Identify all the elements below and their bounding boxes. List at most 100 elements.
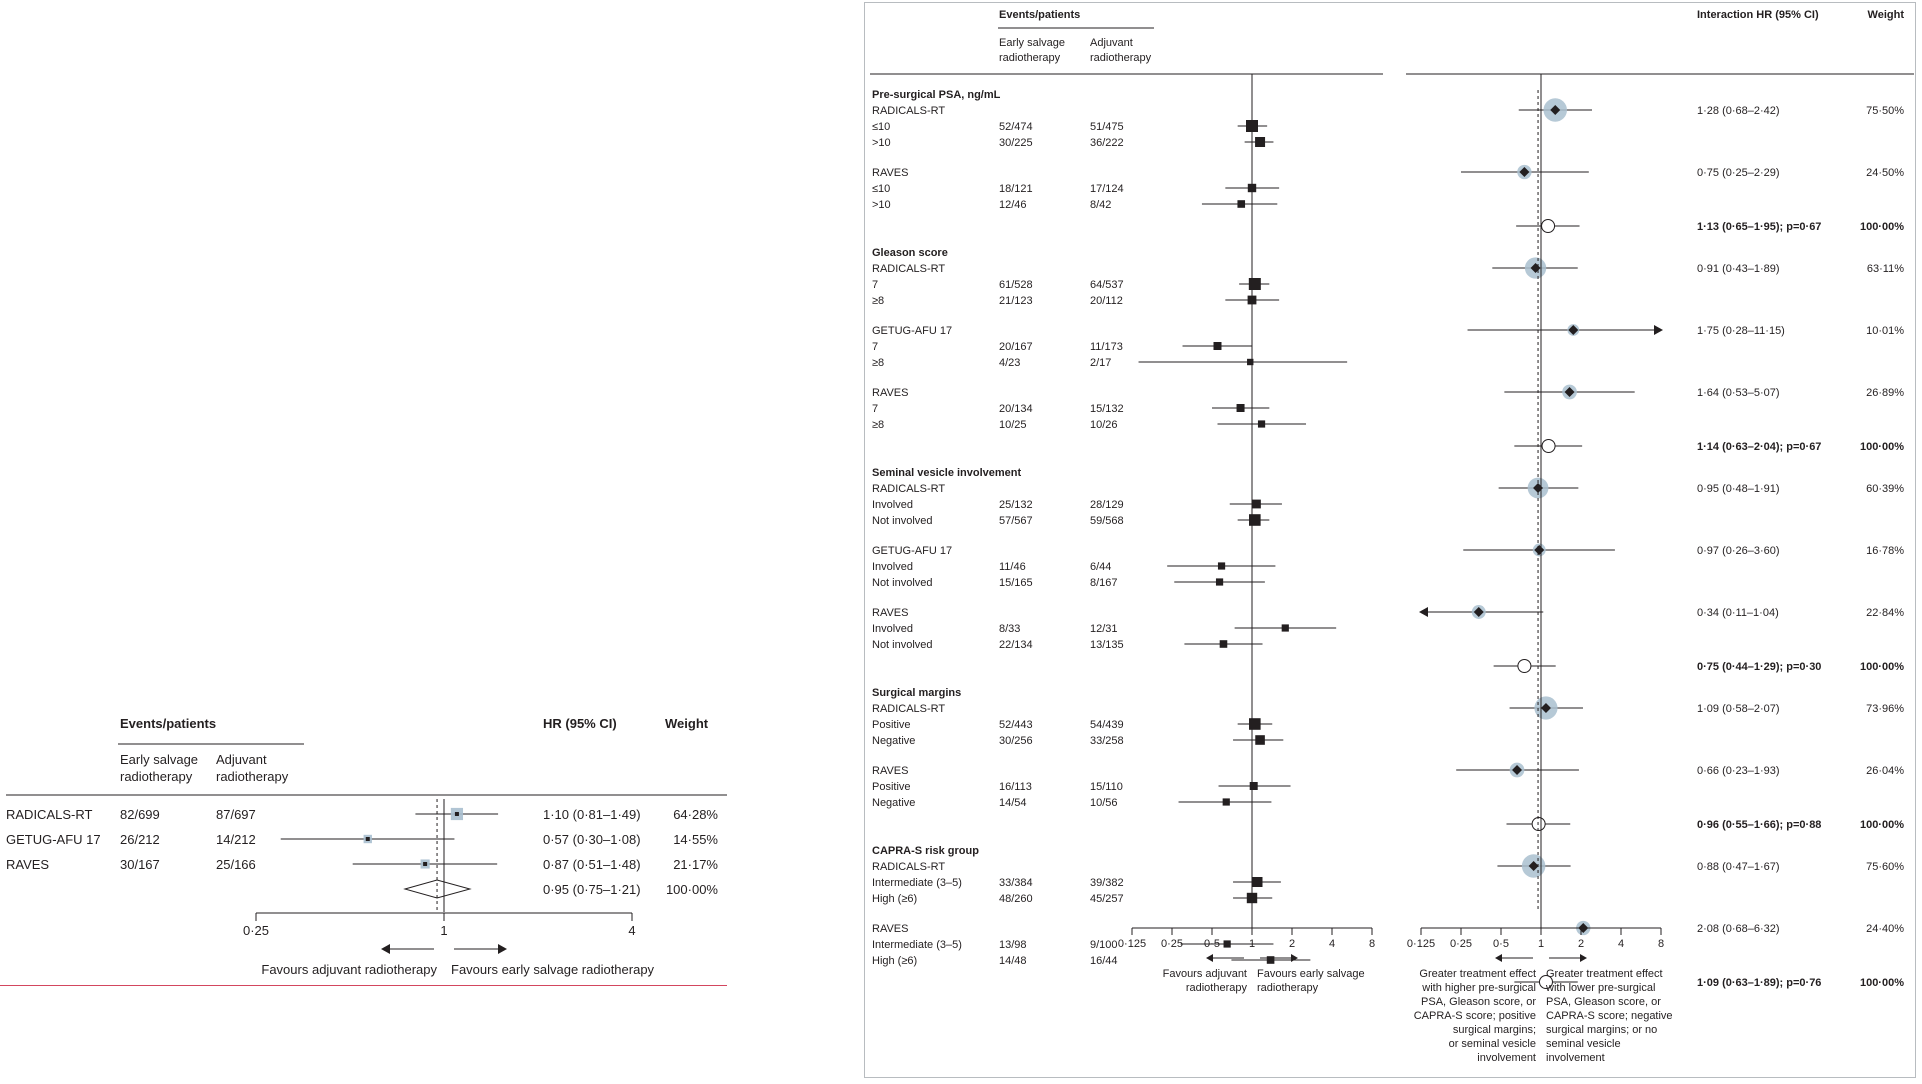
subgroup-level-label: 7 [872, 403, 878, 415]
pooled-weight-text: 100·00% [666, 882, 718, 897]
interaction-weight-text: 24·50% [1866, 167, 1904, 179]
left-forest-x-axis-tick-label: 2 [1289, 938, 1295, 950]
greater-effect-lower-label: CAPRA-S score; negative [1546, 1010, 1673, 1022]
subgroup-hr-box [1247, 358, 1254, 366]
greater-effect-higher-label: involvement [1477, 1052, 1536, 1064]
greater-effect-higher-label: Greater treatment effect [1419, 968, 1536, 980]
subgroup-title: CAPRA-S risk group [872, 845, 979, 857]
adjuvant-events-value: 20/112 [1090, 295, 1123, 307]
interaction-hr-text: 0·97 (0·26–3·60) [1697, 545, 1780, 557]
interaction-weight-text: 16·78% [1866, 545, 1904, 557]
favours-early-salvage-label: Favours early salvage radiotherapy [451, 962, 655, 977]
adjuvant-events-value: 59/568 [1090, 515, 1124, 527]
subgroup-level-label: >10 [872, 199, 891, 211]
adjuvant-events-value: 51/475 [1090, 121, 1124, 133]
hr-ci-header: HR (95% CI) [543, 716, 617, 731]
early-events-value: 30/167 [120, 857, 160, 872]
favours-left-arrowhead [381, 944, 390, 954]
adjuvant-events-value: 10/26 [1090, 419, 1118, 431]
favours-early-salvage-label: radiotherapy [1257, 982, 1319, 994]
subgroup-level-label: Intermediate (3–5) [872, 877, 962, 889]
subgroup-hr-box [1219, 640, 1228, 648]
subgroup-level-label: Not involved [872, 515, 933, 527]
study-weight-text: 14·55% [673, 832, 718, 847]
early-events-value: 20/167 [999, 341, 1033, 353]
greater-effect-higher-label: surgical margins; [1453, 1024, 1536, 1036]
subgroup-level-label: Negative [872, 797, 915, 809]
early-events-value: 61/528 [999, 279, 1033, 291]
interaction-hr-text: 0·66 (0·23–1·93) [1697, 765, 1780, 777]
study-hr-point [423, 862, 428, 866]
adjuvant-col-header: radiotherapy [1090, 52, 1152, 64]
ci-overflow-arrow-right [1654, 325, 1663, 335]
pooled-interaction-weight: 100·00% [1860, 661, 1904, 673]
trial-name-label: RAVES [872, 387, 908, 399]
study-name-label: RADICALS-RT [6, 807, 93, 822]
subgroup-level-label: ≤10 [872, 183, 890, 195]
interaction-hr-text: 1·64 (0·53–5·07) [1697, 387, 1780, 399]
adjuvant-events-value: 87/697 [216, 807, 256, 822]
interaction-hr-header: Interaction HR (95% CI) [1697, 9, 1819, 21]
subgroup-level-label: Positive [872, 781, 911, 793]
greater-effect-right-arrowhead [1580, 954, 1587, 962]
interaction-hr-text: 1·09 (0·58–2·07) [1697, 703, 1780, 715]
interaction-hr-text: 1·75 (0·28–11·15) [1697, 325, 1785, 337]
early-events-value: 11/46 [999, 561, 1026, 573]
study-weight-text: 64·28% [673, 807, 718, 822]
early-salvage-col-header: Early salvage [999, 37, 1065, 49]
subgroup-hr-box [1217, 562, 1226, 570]
weight-header: Weight [665, 716, 709, 731]
early-events-value: 14/54 [999, 797, 1027, 809]
trial-name-label: RAVES [872, 923, 908, 935]
adjuvant-events-value: 11/173 [1090, 341, 1123, 353]
interaction-hr-diamond [1540, 703, 1551, 713]
subgroup-hr-box [1236, 404, 1245, 412]
subgroup-hr-box [1215, 578, 1224, 586]
greater-effect-higher-label: CAPRA-S score; positive [1414, 1010, 1536, 1022]
pooled-interaction-circle [1517, 659, 1532, 673]
study-hr-point [365, 837, 370, 841]
subgroup-hr-box [1237, 200, 1246, 208]
interaction-weight-text: 10·01% [1866, 325, 1904, 337]
greater-effect-lower-label: PSA, Gleason score, or [1546, 996, 1661, 1008]
trial-name-label: GETUG-AFU 17 [872, 545, 952, 557]
pooled-interaction-weight: 100·00% [1860, 819, 1904, 831]
study-name-label: RAVES [6, 857, 49, 872]
adjuvant-col-header: radiotherapy [216, 769, 289, 784]
early-events-value: 20/134 [999, 403, 1033, 415]
interaction-hr-diamond [1519, 167, 1530, 177]
events-patients-header: Events/patients [120, 716, 216, 731]
subgroup-level-label: ≥8 [872, 295, 884, 307]
subgroup-level-label: High (≥6) [872, 955, 917, 967]
trial-name-label: RAVES [872, 607, 908, 619]
interaction-hr-diamond [1564, 387, 1575, 397]
subgroup-hr-box [1223, 940, 1231, 948]
trial-name-label: GETUG-AFU 17 [872, 325, 952, 337]
early-events-value: 82/699 [120, 807, 160, 822]
interaction-hr-text: 0·91 (0·43–1·89) [1697, 263, 1780, 275]
greater-effect-lower-label: involvement [1546, 1052, 1605, 1064]
subgroup-title: Seminal vesicle involvement [872, 467, 1022, 479]
trial-name-label: RADICALS-RT [872, 483, 945, 495]
left-forest-x-axis-tick-label: 8 [1369, 938, 1375, 950]
early-salvage-col-header: radiotherapy [999, 52, 1061, 64]
adjuvant-events-value: 39/382 [1090, 877, 1124, 889]
subgroup-hr-box [1222, 798, 1230, 806]
subgroup-hr-box [1281, 624, 1289, 632]
early-salvage-col-header: Early salvage [120, 752, 198, 767]
early-events-value: 30/225 [999, 137, 1033, 149]
early-events-value: 52/443 [999, 719, 1033, 731]
greater-effect-higher-label: or seminal vesicle [1449, 1038, 1536, 1050]
adjuvant-events-value: 6/44 [1090, 561, 1111, 573]
subgroup-level-label: Involved [872, 561, 913, 573]
greater-effect-lower-label: seminal vesicle [1546, 1038, 1621, 1050]
greater-effect-higher-label: with higher pre-surgical [1421, 982, 1536, 994]
pooled-interaction-circle [1541, 439, 1556, 453]
interaction-weight-text: 75·50% [1866, 105, 1904, 117]
early-events-value: 30/256 [999, 735, 1033, 747]
subgroup-hr-box [1248, 278, 1261, 290]
favours-left-arrowhead [1206, 954, 1213, 962]
interaction-hr-diamond [1550, 105, 1561, 115]
adjuvant-events-value: 28/129 [1090, 499, 1124, 511]
